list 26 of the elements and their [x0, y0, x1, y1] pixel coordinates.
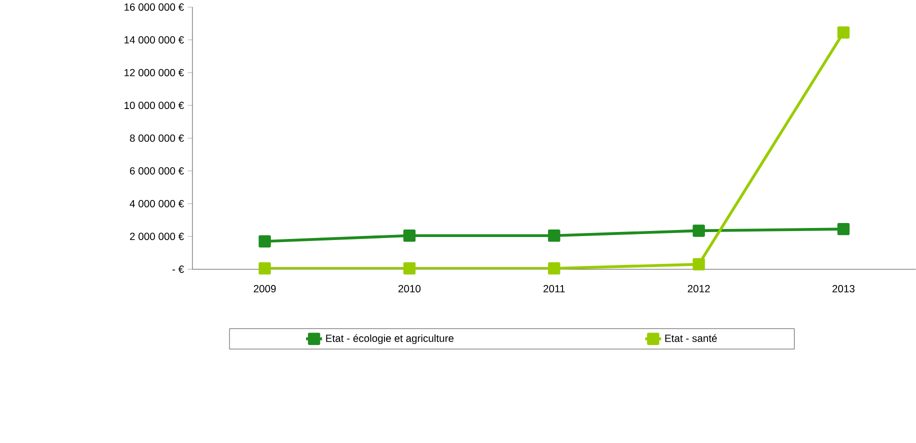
y-tick-label: 8 000 000 € [130, 134, 184, 142]
legend-label: Etat - écologie et agriculture [326, 334, 454, 344]
y-tick-label: 14 000 000 € [124, 36, 184, 44]
point [837, 26, 850, 39]
y-tick-label: 4 000 000 € [130, 200, 184, 208]
x-tick-label: 2012 [688, 285, 710, 292]
point [403, 262, 416, 275]
y-tick-label: 2 000 000 € [130, 232, 184, 240]
point [548, 262, 560, 275]
x-tick-label: 2009 [254, 285, 276, 292]
point [837, 223, 850, 236]
legend-label: Etat - santé [665, 334, 717, 342]
x-tick-label: 2013 [832, 285, 855, 292]
y-tick-label: 16 000 000 € [124, 3, 184, 11]
y-tick-label: - € [172, 266, 184, 273]
x-tick-label: 2010 [398, 285, 421, 292]
point [548, 230, 560, 242]
point [258, 262, 271, 275]
point [258, 235, 271, 248]
y-tick-label: 6 000 000 € [130, 167, 184, 175]
point [692, 224, 705, 237]
x-tick-label: 2011 [544, 285, 565, 292]
point [403, 230, 416, 242]
y-tick-label: 10 000 000 € [124, 102, 184, 110]
y-tick-label: 12 000 000 € [124, 69, 184, 76]
point [692, 258, 705, 270]
